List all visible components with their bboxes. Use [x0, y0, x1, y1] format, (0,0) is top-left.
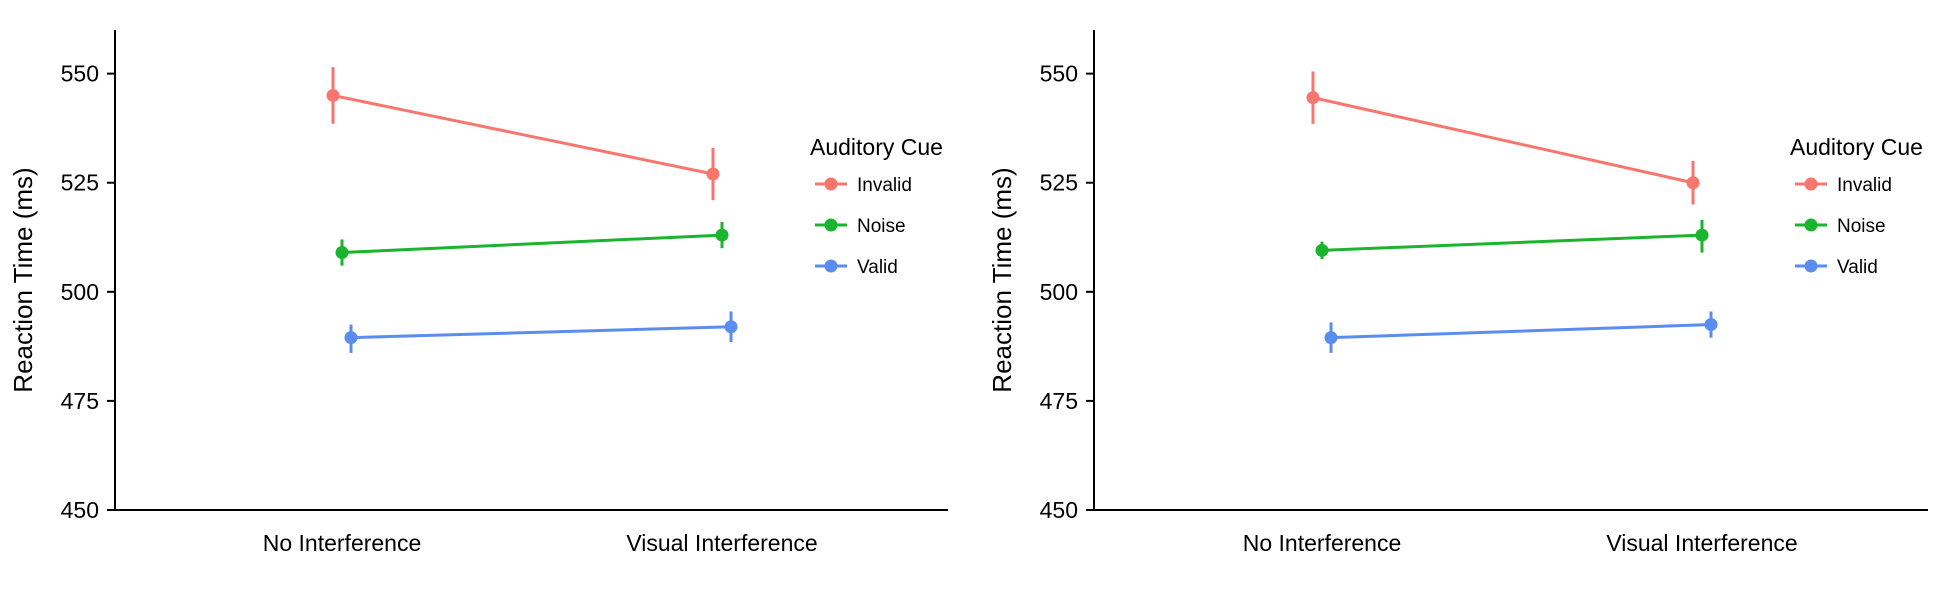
- legend: Auditory Cue Invalid Noise Valid: [810, 134, 943, 278]
- legend-title: Auditory Cue: [1790, 134, 1923, 160]
- series-line-invalid: [332, 93, 714, 176]
- x-tick-label: No Interference: [263, 530, 422, 556]
- data-point: [1695, 228, 1709, 242]
- x-tick-label: No Interference: [1243, 530, 1402, 556]
- y-axis-title: Reaction Time (ms): [8, 167, 38, 392]
- data-point: [326, 88, 340, 102]
- data-point: [1686, 176, 1700, 190]
- y-tick-label: 450: [61, 497, 99, 523]
- data-point: [1324, 331, 1338, 345]
- x-tick-label: Visual Interference: [626, 530, 817, 556]
- chart-panel-2: 450 475 500 525 550 No Interference Visual Int…: [987, 30, 1928, 556]
- y-tick-label: 475: [61, 388, 99, 414]
- data-point: [1704, 318, 1718, 332]
- y-tick-label: 525: [1040, 170, 1078, 196]
- legend-swatch-point: [824, 218, 838, 232]
- legend-label: Invalid: [1837, 175, 1892, 196]
- legend-label: Valid: [1837, 257, 1878, 278]
- y-axis-title: Reaction Time (ms): [987, 167, 1017, 392]
- series-line-valid: [1330, 323, 1712, 340]
- series-line-noise: [341, 233, 723, 255]
- y-tick-label: 475: [1040, 388, 1078, 414]
- data-point: [724, 320, 738, 334]
- legend: Auditory Cue Invalid Noise Valid: [1790, 134, 1923, 278]
- legend-swatch-point: [824, 259, 838, 273]
- series-line-valid: [350, 325, 732, 340]
- legend-swatch-point: [824, 177, 838, 191]
- data-point: [335, 246, 349, 260]
- data-point: [715, 228, 729, 242]
- data-point: [1315, 243, 1329, 257]
- series-line-invalid: [1312, 96, 1694, 185]
- data-point: [344, 331, 358, 345]
- legend-title: Auditory Cue: [810, 134, 943, 160]
- y-tick-label: 550: [1040, 61, 1078, 87]
- y-tick-label: 550: [61, 61, 99, 87]
- y-tick-label: 450: [1040, 497, 1078, 523]
- legend-label: Noise: [1837, 216, 1886, 237]
- legend-swatch-point: [1804, 177, 1818, 191]
- series-line-noise: [1321, 233, 1703, 252]
- x-tick-label: Visual Interference: [1606, 530, 1797, 556]
- chart-panel-1: 450 475 500 525 550 No Interference Visual Int…: [8, 30, 948, 556]
- legend-swatch-point: [1804, 218, 1818, 232]
- legend-label: Valid: [857, 257, 898, 278]
- y-tick-label: 500: [61, 279, 99, 305]
- data-point: [1306, 91, 1320, 105]
- legend-swatch-point: [1804, 259, 1818, 273]
- y-tick-label: 500: [1040, 279, 1078, 305]
- legend-label: Invalid: [857, 175, 912, 196]
- data-point: [706, 167, 720, 181]
- y-tick-label: 525: [61, 170, 99, 196]
- legend-label: Noise: [857, 216, 906, 237]
